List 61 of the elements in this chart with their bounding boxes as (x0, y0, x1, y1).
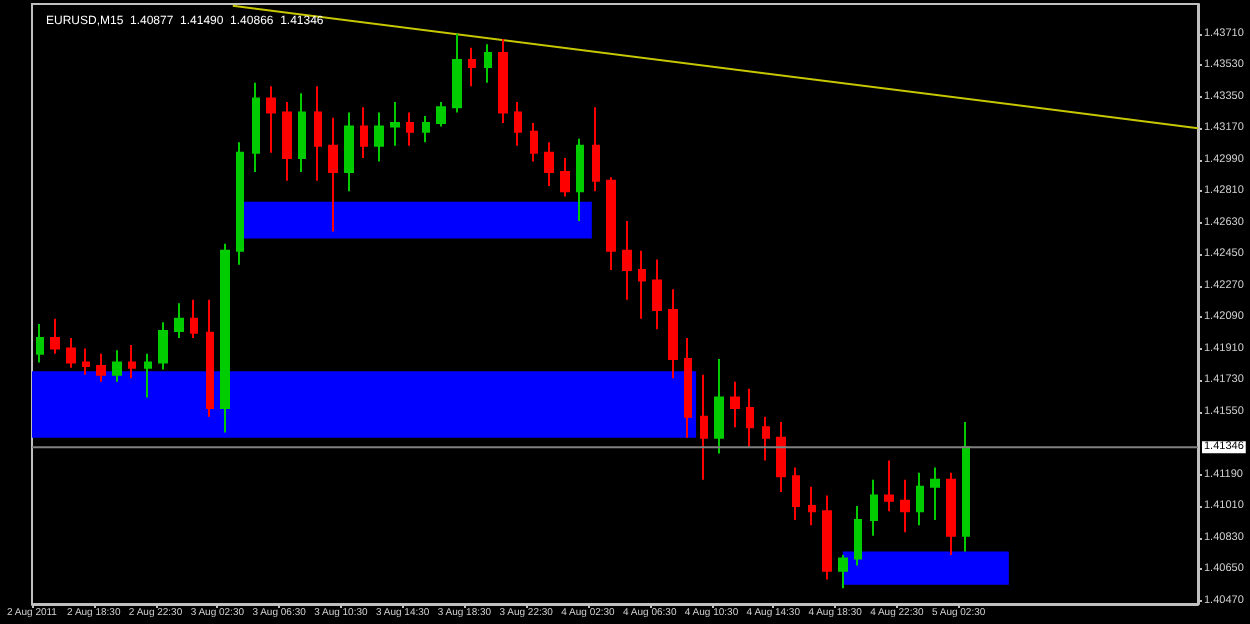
candlestick (606, 176, 616, 271)
candlestick (66, 337, 76, 369)
candlestick (452, 32, 462, 114)
candlestick (916, 471, 924, 527)
candlestick (544, 141, 554, 187)
candlestick (746, 387, 754, 448)
candlestick (668, 288, 678, 380)
candlestick (930, 466, 940, 522)
candlestick (314, 85, 322, 182)
candlestick (236, 141, 244, 266)
candlestick (714, 358, 724, 455)
candlestick (684, 337, 692, 439)
candlestick (822, 494, 832, 581)
candlestick (530, 121, 538, 163)
candlestick (298, 92, 306, 173)
candlestick (838, 554, 848, 590)
candlestick (144, 352, 152, 399)
candlestick (854, 505, 862, 567)
candlestick (776, 421, 786, 494)
candlestick (900, 478, 910, 534)
candlestick (576, 137, 584, 222)
candlestick (328, 116, 338, 233)
candlestick (50, 317, 60, 355)
candlestick (730, 380, 740, 429)
candlestick (638, 249, 646, 320)
candlestick (422, 114, 430, 144)
candlestick (514, 100, 522, 147)
candlestick (266, 85, 276, 154)
candlestick (468, 46, 476, 88)
candlestick (622, 219, 632, 301)
candlestick (700, 373, 708, 481)
candlestick (190, 298, 198, 340)
candlestick (374, 111, 384, 163)
candlestick (560, 156, 570, 198)
candlestick (406, 111, 414, 147)
candlestick (870, 478, 878, 537)
candlestick (344, 111, 354, 193)
candlestick (884, 459, 894, 513)
candlestick (484, 43, 492, 84)
candlestick (592, 106, 600, 193)
candlestick (174, 302, 184, 340)
candlestick (792, 466, 800, 522)
candlestick (762, 415, 770, 462)
candlestick (962, 421, 970, 553)
candlestick (206, 298, 214, 418)
candlestick (112, 349, 122, 383)
candlestick (220, 242, 230, 434)
candlestick (252, 81, 260, 173)
candlestick (498, 37, 508, 124)
candlestick (390, 100, 400, 147)
candlestick (82, 347, 90, 376)
candlestick (652, 258, 662, 331)
candlestick (282, 100, 292, 182)
candlestick (36, 323, 44, 364)
candlestick (808, 485, 816, 527)
candlestick (946, 471, 956, 557)
candlestick (96, 352, 106, 383)
candlestick (158, 321, 168, 371)
candlestick (128, 344, 136, 380)
candlestick (360, 106, 368, 159)
candlestick (436, 100, 446, 128)
